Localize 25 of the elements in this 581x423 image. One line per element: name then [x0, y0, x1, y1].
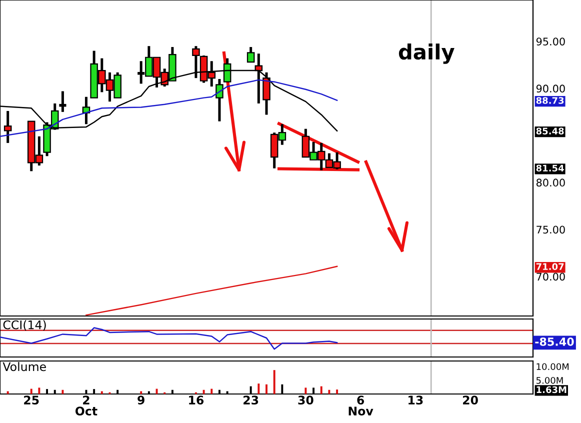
x-tick-label: 16	[189, 396, 204, 405]
x-tick-label: 30	[298, 396, 314, 405]
x-tick-label: 23	[244, 396, 258, 405]
y-tick-label: 80.00	[536, 178, 565, 187]
x-tick-label: 9	[138, 396, 144, 405]
x-tick-label: 20	[463, 396, 478, 405]
y-tick-label: 71.07	[536, 263, 564, 270]
y-tick-label: 95.00	[536, 38, 565, 46]
x-tick-label: 6 Nov	[348, 396, 374, 416]
y-tick-label: 88.73	[536, 97, 564, 104]
y-tick-label: 75.00	[536, 226, 565, 234]
y-tick-label: 81.54	[536, 164, 564, 172]
chart-title: Volume	[2, 362, 46, 372]
y-tick-label: 85.48	[536, 128, 564, 134]
y-tick-label: 1.63M	[536, 386, 566, 394]
chart-title: CCI(14)	[3, 320, 46, 331]
y-tick-label: 5.00M	[536, 376, 563, 384]
x-tick-label: 25	[24, 396, 39, 405]
x-tick-label: 13	[408, 396, 423, 405]
y-tick-label: 10.00M	[536, 363, 569, 370]
y-tick-label: 90.00	[536, 84, 565, 93]
text: -85.40	[535, 337, 574, 346]
text: daily	[398, 44, 454, 64]
x-tick-label: 2 Oct	[75, 396, 98, 416]
y-tick-label: 70.00	[536, 272, 565, 281]
